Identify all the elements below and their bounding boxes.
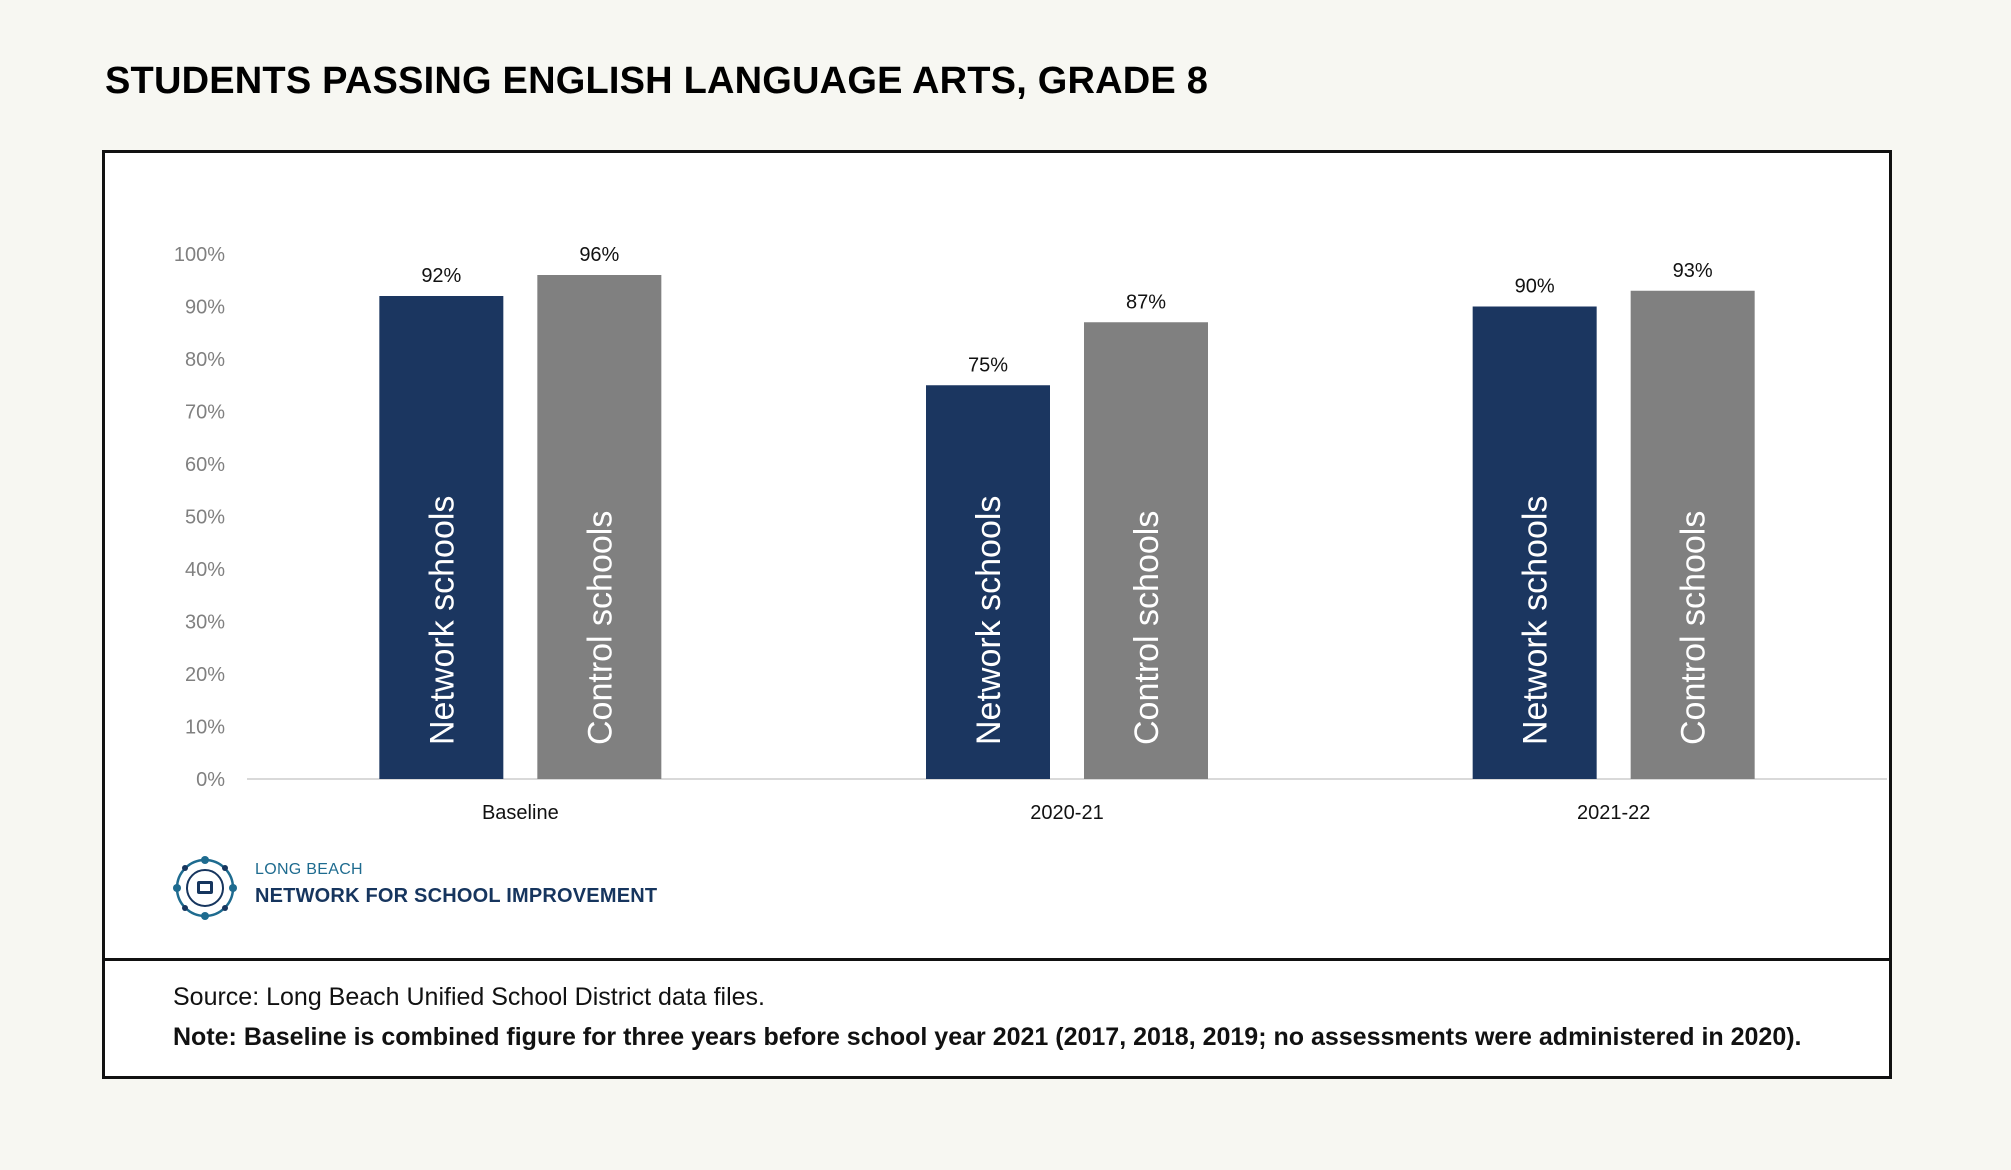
data-label: 87% [1126, 291, 1166, 313]
logo: LONG BEACH NETWORK FOR SCHOOL IMPROVEMEN… [170, 853, 770, 923]
y-tick-label: 30% [185, 612, 225, 634]
bar [379, 296, 504, 779]
data-label: 93% [1673, 260, 1713, 282]
data-label: 96% [579, 244, 619, 266]
bar [1630, 290, 1755, 779]
y-tick-label: 80% [185, 349, 225, 371]
data-label: 92% [421, 265, 461, 287]
y-tick-label: 70% [185, 402, 225, 424]
y-tick-label: 50% [185, 507, 225, 529]
y-tick-label: 20% [185, 664, 225, 686]
series-label: Control schools [581, 511, 619, 745]
y-tick-label: 100% [174, 244, 225, 266]
y-tick-label: 0% [196, 769, 225, 791]
y-tick-label: 90% [185, 297, 225, 319]
note-text: Note: Baseline is combined figure for th… [173, 1023, 1802, 1051]
chart-frame: 0% 10% 20% 30% 40% 50% 60% 70% 80% 90% 100% 92% Netw… [102, 150, 1892, 1079]
x-tick-label: 2020-21 [1030, 802, 1103, 824]
network-logo-icon [173, 856, 237, 920]
bar-chart: 0% 10% 20% 30% 40% 50% 60% 70% 80% 90% 100% 92% Netw… [174, 244, 1887, 824]
chart-area: 0% 10% 20% 30% 40% 50% 60% 70% 80% 90% 100% 92% Netw… [105, 153, 1889, 958]
logo-line1: LONG BEACH [255, 861, 363, 878]
x-tick-label: Baseline [482, 802, 559, 824]
data-label: 75% [968, 354, 1008, 376]
bar [1084, 322, 1208, 779]
series-label: Control schools [1128, 511, 1166, 745]
logo-line2: NETWORK FOR SCHOOL IMPROVEMENT [255, 885, 658, 907]
y-tick-label: 60% [185, 454, 225, 476]
series-label: Control schools [1675, 511, 1713, 745]
y-tick-label: 10% [185, 717, 225, 739]
series-label: Network schools [1517, 496, 1555, 745]
series-label: Network schools [970, 496, 1008, 745]
page-title: STUDENTS PASSING ENGLISH LANGUAGE ARTS, … [105, 60, 1209, 102]
footer: Source: Long Beach Unified School Distri… [105, 958, 1889, 1076]
bar [926, 385, 1050, 779]
bar [1472, 306, 1597, 779]
series-label: Network schools [423, 496, 461, 745]
bar [537, 275, 662, 779]
y-tick-label: 40% [185, 559, 225, 581]
x-tick-label: 2021-22 [1577, 802, 1650, 824]
source-text: Source: Long Beach Unified School Distri… [173, 983, 765, 1011]
data-label: 90% [1515, 276, 1555, 298]
